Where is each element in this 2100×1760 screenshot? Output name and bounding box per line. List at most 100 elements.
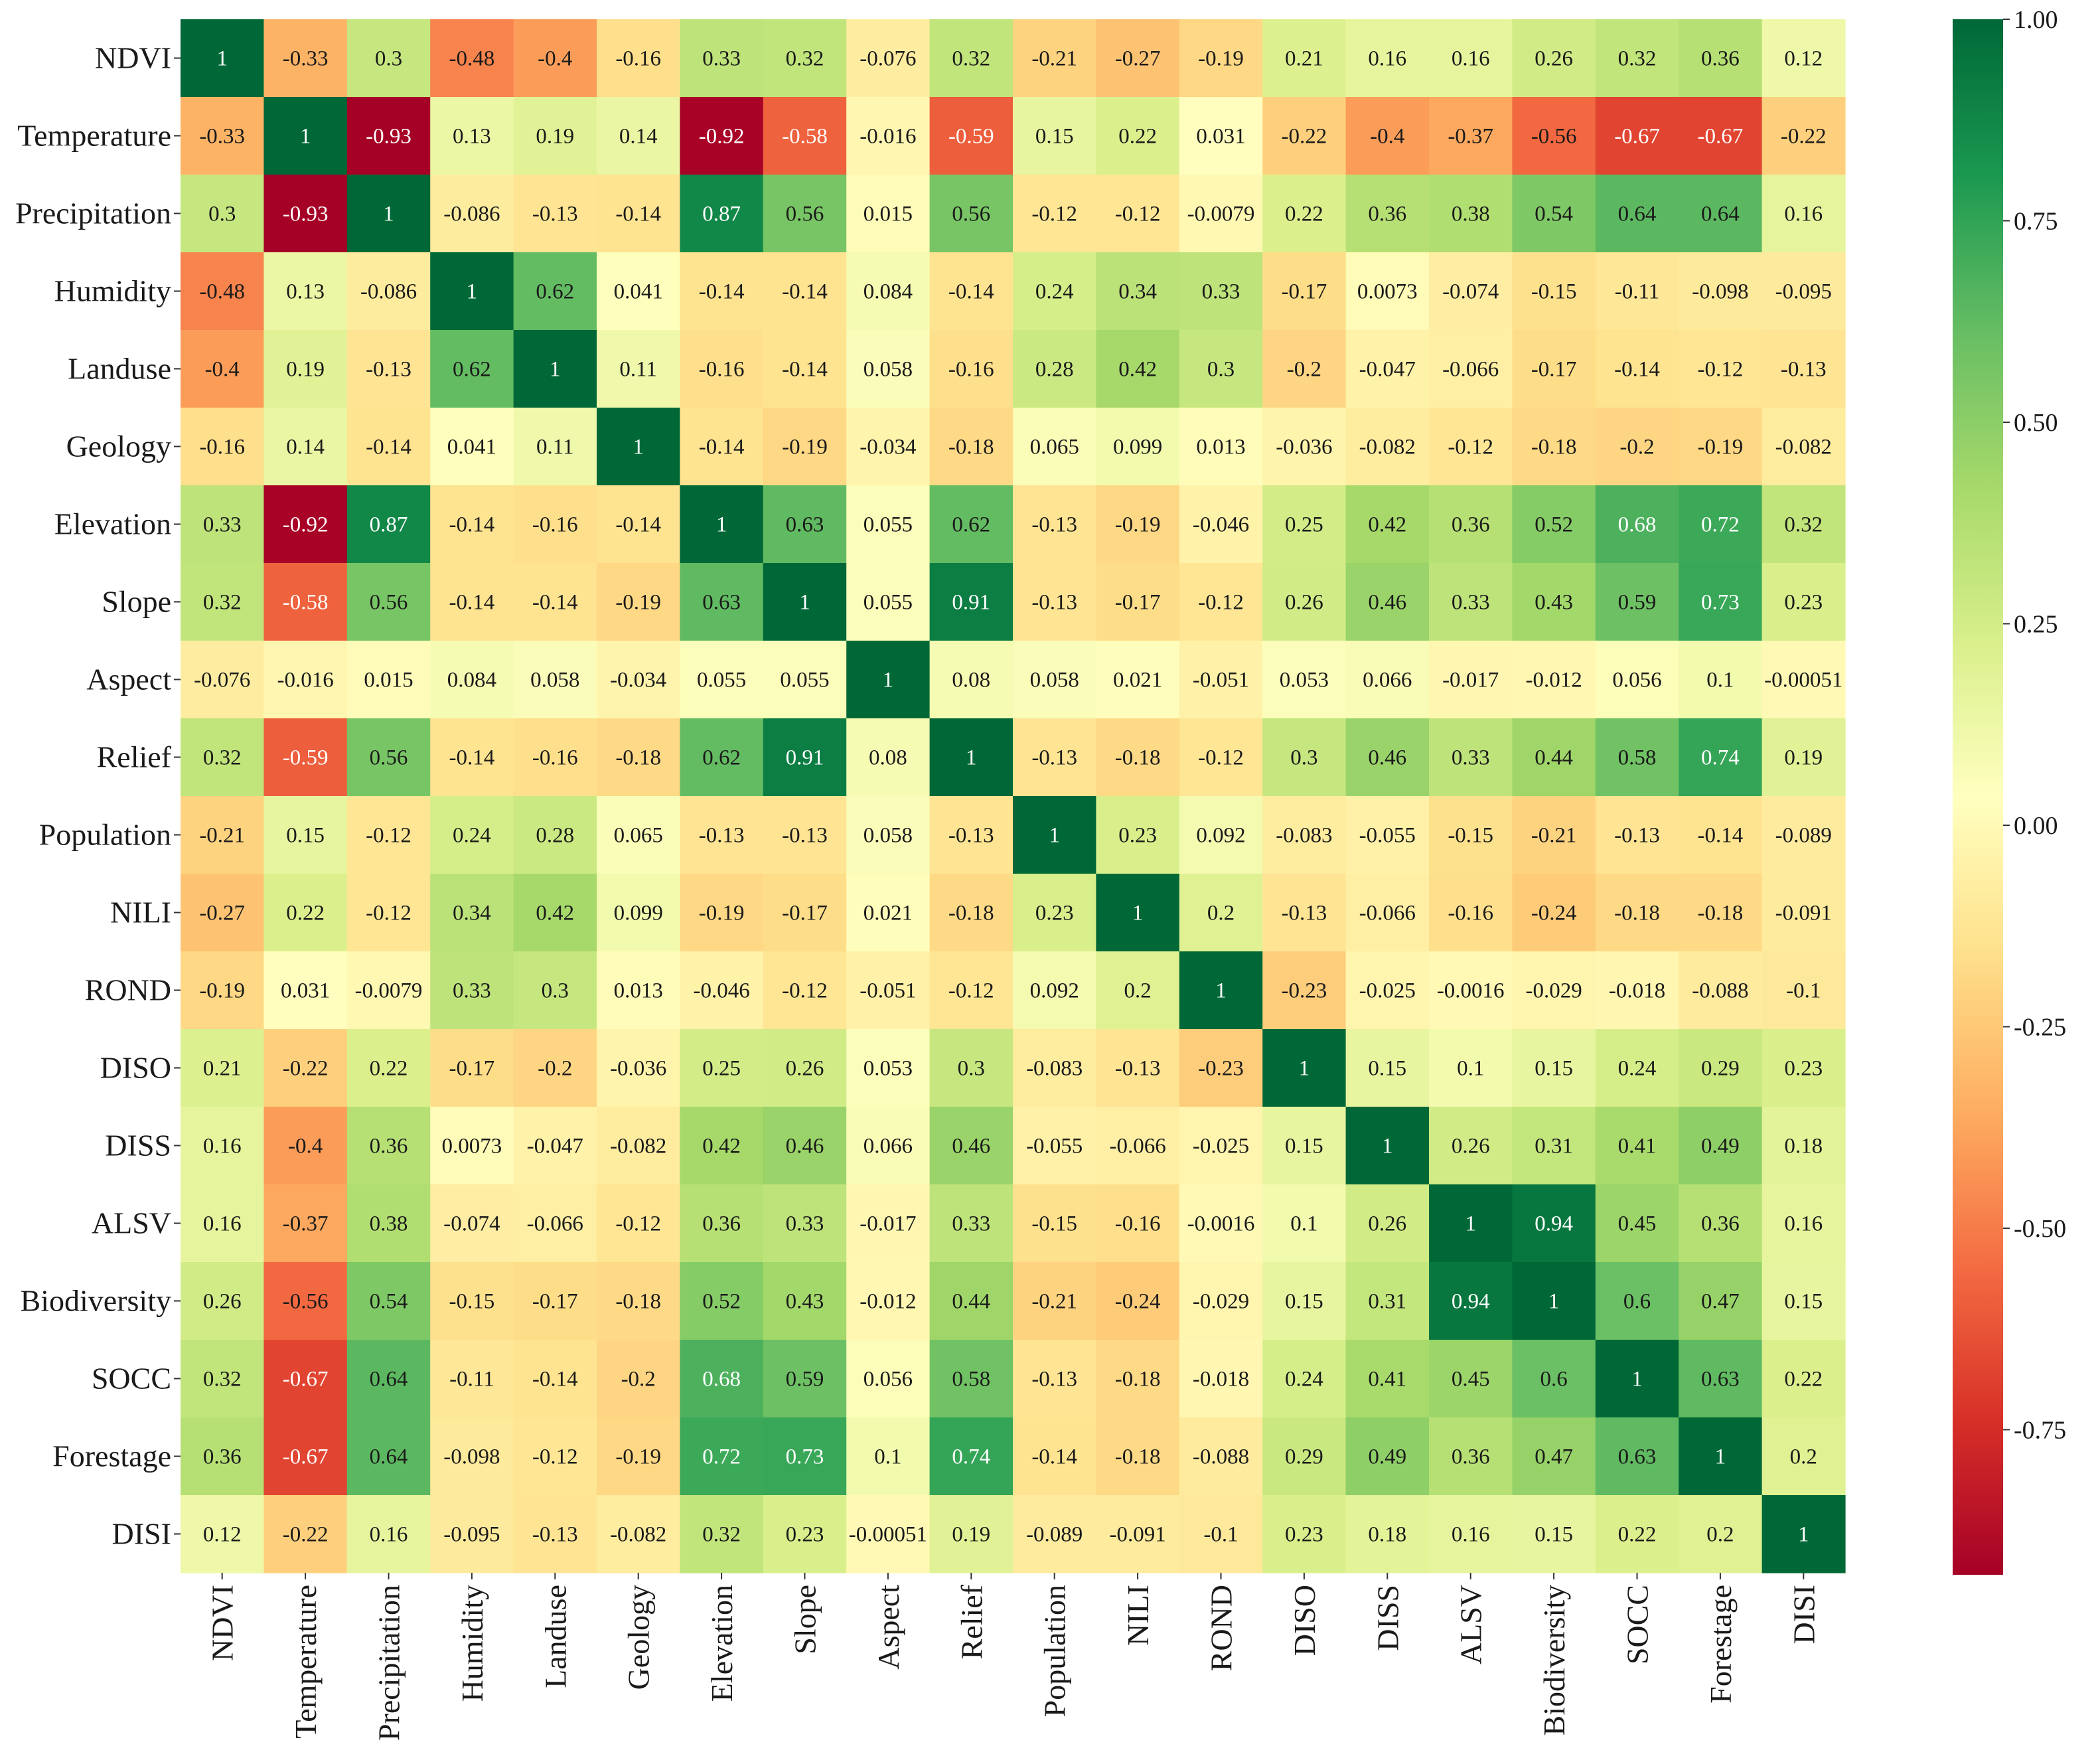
heatmap-cell (680, 1417, 764, 1496)
cell-value-label: -0.082 (610, 1135, 666, 1159)
cell-value-label: 0.26 (1368, 1212, 1406, 1236)
heatmap-cell (181, 19, 264, 98)
cell-value-label: -0.095 (443, 1523, 500, 1547)
cell-value-label: 0.56 (370, 746, 408, 770)
column-label: Forestage (1704, 1585, 1738, 1704)
cell-value-label: -0.67 (283, 1368, 329, 1392)
cell-value-label: 0.43 (1535, 591, 1573, 615)
cell-value-label: -0.27 (1115, 47, 1161, 71)
column-label: Humidity (455, 1585, 489, 1702)
heatmap-cell (1512, 1262, 1596, 1340)
column-label: ROND (1205, 1585, 1238, 1671)
heatmap-cell (181, 408, 264, 486)
cell-value-label: -0.4 (205, 358, 240, 382)
heatmap-cell (1512, 1495, 1596, 1573)
heatmap-cell (1762, 1262, 1846, 1340)
heatmap-cell (430, 641, 514, 719)
cell-value-label: -0.15 (1531, 280, 1577, 304)
heatmap-cell (763, 563, 847, 641)
cell-value-label: 0.23 (786, 1523, 824, 1547)
cell-value-label: 0.056 (1612, 669, 1661, 692)
heatmap-cell (1679, 718, 1763, 797)
cell-value-label: 0.1 (874, 1445, 901, 1469)
column-label: Relief (954, 1584, 988, 1659)
cell-value-label: 0.053 (863, 1057, 913, 1081)
heatmap-cell (1679, 1107, 1763, 1185)
cell-value-label: -0.14 (532, 1368, 578, 1392)
heatmap-cell (346, 796, 431, 874)
cell-value-label: 0.23 (1118, 824, 1157, 848)
cell-value-label: -0.16 (615, 47, 661, 71)
cell-value-label: 0.74 (952, 1445, 990, 1469)
cell-value-label: 0.23 (1285, 1523, 1323, 1547)
heatmap-cell (1013, 951, 1096, 1030)
cell-value-label: 1 (716, 513, 727, 537)
cell-value-label: 0.099 (614, 902, 663, 925)
heatmap-cell (1096, 874, 1180, 952)
cell-value-label: 0.015 (364, 669, 413, 692)
cell-value-label: 0.15 (1784, 1290, 1823, 1314)
heatmap-cell (1429, 1029, 1513, 1107)
cell-value-label: 0.08 (869, 746, 907, 770)
cell-value-label: 0.058 (863, 824, 913, 848)
heatmap-cell (1512, 485, 1596, 564)
cell-value-label: 0.058 (1030, 669, 1079, 692)
row-label: DISO (100, 1051, 171, 1085)
cell-value-label: 0.42 (1368, 513, 1406, 537)
cell-value-label: 0.0073 (442, 1135, 502, 1159)
heatmap-cell (430, 874, 514, 952)
colorbar-tick-label: -0.25 (2014, 1013, 2066, 1041)
heatmap-cell (1595, 951, 1679, 1030)
cell-value-label: -0.034 (610, 669, 666, 692)
heatmap-cell (1512, 97, 1596, 175)
cell-value-label: 0.25 (1285, 513, 1323, 537)
cell-value-label: -0.13 (532, 1523, 578, 1547)
cell-value-label: -0.22 (283, 1523, 329, 1547)
heatmap-cell (181, 1262, 264, 1340)
cell-value-label: 0.49 (1701, 1135, 1740, 1159)
cell-value-label: 0.13 (286, 280, 325, 304)
cell-value-label: -0.18 (615, 746, 661, 770)
cell-value-label: 0.62 (952, 513, 990, 537)
column-labels: NDVI Temperature Precipitation Humidity Land… (206, 1573, 1821, 1741)
cell-value-label: 0.084 (447, 669, 496, 692)
heatmap-cell (430, 1417, 514, 1496)
cell-value-label: -0.19 (1698, 436, 1744, 459)
heatmap-cell (346, 951, 431, 1030)
cell-value-label: 0.15 (286, 824, 325, 848)
heatmap-cell (181, 1107, 264, 1185)
heatmap-cell (513, 718, 597, 797)
cell-value-label: -0.086 (360, 280, 417, 304)
cell-value-label: -0.076 (194, 669, 250, 692)
cell-value-label: 0.16 (1784, 1212, 1823, 1236)
heatmap-cell (1429, 97, 1513, 175)
heatmap-cell (263, 408, 348, 486)
cell-value-label: 0.1 (1706, 669, 1734, 692)
heatmap-cell (1429, 1417, 1513, 1496)
heatmap-cell (597, 252, 680, 331)
heatmap-cell (1262, 1340, 1347, 1418)
cell-value-label: -0.046 (693, 979, 749, 1003)
heatmap-cell (597, 97, 680, 175)
cell-value-label: 0.52 (1535, 513, 1573, 537)
cell-value-label: 0.41 (1618, 1135, 1657, 1159)
cell-value-label: -0.14 (449, 513, 495, 537)
heatmap-cell (346, 563, 431, 641)
heatmap-cell (1512, 19, 1596, 98)
cell-value-label: -0.14 (449, 591, 495, 615)
cell-value-label: 0.19 (1784, 746, 1823, 770)
heatmap-cell (763, 1340, 847, 1418)
cell-value-label: -0.17 (1531, 358, 1577, 382)
cell-value-label: 0.058 (863, 358, 913, 382)
heatmap-cell (1096, 1495, 1180, 1573)
heatmap-cell (263, 252, 348, 331)
heatmap-cell (513, 485, 597, 564)
heatmap-cell (1345, 485, 1430, 564)
heatmap-cell (1429, 641, 1513, 719)
cell-value-label: 0.053 (1280, 669, 1329, 692)
heatmap-cell (1429, 1262, 1513, 1340)
cell-value-label: -0.066 (1109, 1135, 1165, 1159)
heatmap-cell (846, 641, 931, 719)
heatmap-cell (346, 19, 431, 98)
heatmap-cell (1762, 1184, 1846, 1263)
